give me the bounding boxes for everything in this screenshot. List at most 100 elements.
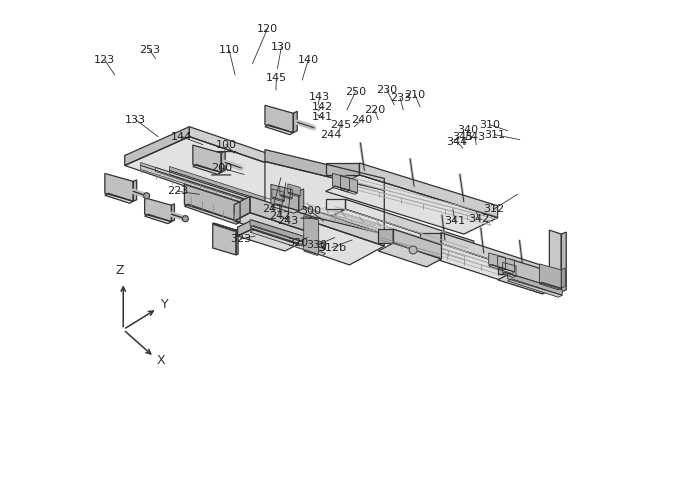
Polygon shape [497, 274, 555, 294]
Polygon shape [489, 264, 506, 270]
Polygon shape [549, 230, 562, 292]
Polygon shape [326, 200, 345, 209]
Polygon shape [252, 220, 299, 244]
Polygon shape [288, 184, 300, 196]
Polygon shape [333, 186, 349, 192]
Polygon shape [265, 106, 294, 132]
Polygon shape [340, 188, 358, 194]
Polygon shape [105, 174, 133, 202]
Text: 223: 223 [167, 186, 189, 196]
Polygon shape [326, 175, 497, 234]
Polygon shape [272, 198, 285, 202]
Text: 142: 142 [311, 102, 333, 112]
Polygon shape [238, 229, 299, 251]
Text: 242: 242 [269, 211, 291, 221]
Polygon shape [271, 184, 299, 210]
Text: 233: 233 [389, 94, 411, 104]
Polygon shape [141, 166, 285, 216]
Polygon shape [562, 268, 565, 288]
Polygon shape [299, 189, 304, 210]
Text: 243: 243 [277, 216, 298, 226]
Polygon shape [156, 168, 300, 218]
Polygon shape [326, 209, 474, 261]
Text: 241: 241 [262, 204, 283, 214]
Text: 244: 244 [320, 130, 341, 140]
Text: 100: 100 [216, 140, 236, 149]
Polygon shape [539, 282, 562, 290]
Text: 330: 330 [307, 240, 328, 250]
Text: 140: 140 [298, 55, 319, 65]
Polygon shape [133, 180, 136, 202]
Polygon shape [193, 145, 221, 172]
Polygon shape [250, 220, 326, 249]
Text: 220: 220 [364, 105, 385, 115]
Polygon shape [340, 176, 358, 193]
Text: 133: 133 [125, 114, 146, 124]
Polygon shape [333, 174, 349, 190]
Polygon shape [145, 198, 172, 222]
Polygon shape [280, 186, 292, 198]
Polygon shape [141, 162, 285, 212]
Text: 230: 230 [376, 85, 398, 95]
Polygon shape [326, 163, 360, 175]
Text: 200: 200 [211, 163, 232, 173]
Text: 210: 210 [404, 90, 426, 100]
Text: 344: 344 [446, 136, 468, 146]
Text: 250: 250 [345, 87, 366, 97]
Text: 240: 240 [351, 114, 373, 124]
Polygon shape [271, 204, 299, 213]
Polygon shape [360, 163, 497, 218]
Text: 312b: 312b [318, 242, 346, 252]
Text: 144: 144 [171, 132, 192, 141]
Polygon shape [510, 259, 555, 288]
Text: Z: Z [115, 264, 123, 278]
Polygon shape [288, 192, 300, 197]
Circle shape [143, 193, 150, 199]
Polygon shape [169, 166, 313, 217]
Polygon shape [299, 205, 384, 246]
Polygon shape [234, 196, 250, 221]
Text: 245: 245 [330, 120, 351, 130]
Polygon shape [378, 243, 442, 267]
Polygon shape [265, 217, 384, 265]
Polygon shape [508, 274, 562, 295]
Polygon shape [489, 253, 506, 269]
Text: 311: 311 [484, 130, 505, 140]
Text: 340: 340 [457, 124, 478, 134]
Polygon shape [441, 232, 564, 283]
Polygon shape [420, 244, 564, 294]
Text: 323: 323 [231, 234, 251, 244]
Polygon shape [502, 262, 516, 276]
Polygon shape [213, 223, 236, 231]
Text: 343: 343 [464, 132, 485, 141]
Polygon shape [497, 259, 510, 274]
Text: 141: 141 [312, 112, 333, 122]
Polygon shape [393, 229, 442, 259]
Polygon shape [236, 229, 238, 255]
Text: 110: 110 [218, 45, 240, 55]
Polygon shape [250, 226, 326, 251]
Text: 120: 120 [257, 24, 278, 34]
Polygon shape [304, 216, 318, 254]
Polygon shape [562, 232, 566, 292]
Polygon shape [169, 170, 313, 221]
Polygon shape [172, 204, 174, 222]
Polygon shape [265, 162, 384, 234]
Polygon shape [250, 230, 326, 256]
Text: 253: 253 [139, 45, 160, 55]
Polygon shape [265, 150, 384, 190]
Polygon shape [125, 126, 189, 166]
Polygon shape [265, 124, 294, 134]
Circle shape [409, 246, 417, 254]
Polygon shape [345, 200, 474, 251]
Polygon shape [539, 264, 562, 288]
Polygon shape [497, 268, 515, 274]
Text: 320: 320 [287, 238, 308, 248]
Text: 310: 310 [479, 120, 500, 130]
Circle shape [183, 216, 188, 222]
Polygon shape [193, 164, 221, 174]
Text: 123: 123 [94, 55, 115, 65]
Text: 145: 145 [266, 74, 287, 84]
Polygon shape [502, 272, 516, 278]
Polygon shape [420, 232, 441, 243]
